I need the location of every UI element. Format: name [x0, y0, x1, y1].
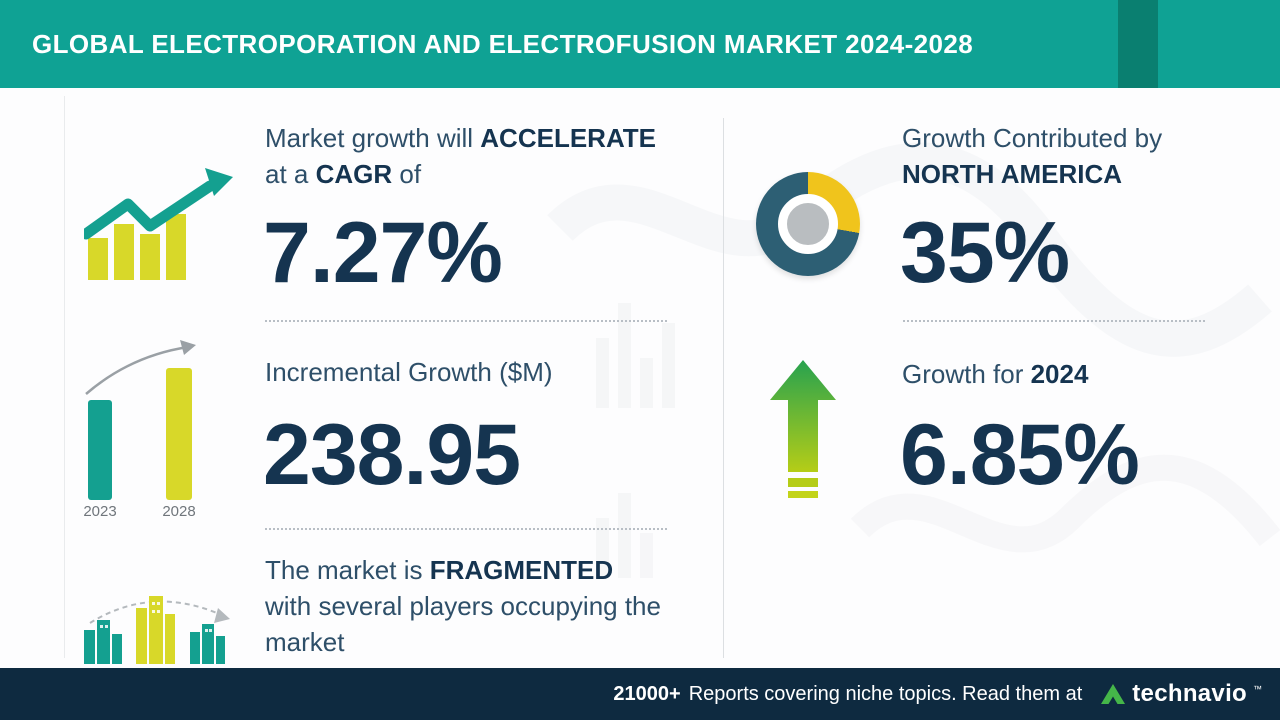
dotted-divider-right-1 — [903, 320, 1205, 322]
footer-bar: 21000+ Reports covering niche topics. Re… — [0, 668, 1280, 720]
bar-end-year-label: 2028 — [162, 503, 195, 518]
incremental-bar-chart-icon: 2023 2028 — [83, 340, 196, 518]
contribution-text-block: Growth Contributed by NORTH AMERICA — [902, 120, 1162, 192]
contribution-region: NORTH AMERICA — [902, 159, 1123, 189]
dotted-divider-left-1 — [265, 320, 667, 322]
header-bar: GLOBAL ELECTROPORATION AND ELECTROFUSION… — [0, 0, 1280, 88]
fragmented-buildings-icon — [84, 596, 230, 664]
up-arrow-icon — [770, 360, 836, 498]
growth-line-chart-icon — [84, 168, 233, 280]
fragmentation-rest: with several players occupying the marke… — [265, 591, 661, 657]
cagr-value: 7.27% — [263, 205, 503, 301]
technavio-logo-text: technavio — [1132, 680, 1247, 707]
incremental-growth-label: Incremental Growth ($M) — [265, 357, 553, 387]
cagr-line2-pre: at a — [265, 159, 316, 189]
fragmentation-accent: FRAGMENTED — [429, 555, 614, 585]
dotted-divider-left-2 — [265, 528, 667, 530]
cagr-line1: Market growth will ACCELERATE — [265, 120, 656, 156]
center-divider — [723, 118, 724, 658]
donut-chart-icon — [756, 172, 860, 276]
left-guide-line — [64, 96, 65, 658]
cagr-line2-accent: CAGR — [315, 159, 393, 189]
technavio-logo-icon — [1101, 684, 1126, 704]
cagr-line2-post: of — [392, 159, 422, 189]
fragmentation-line1: The market is FRAGMENTED — [265, 552, 685, 588]
trademark-symbol: ™ — [1253, 684, 1262, 694]
header-accent-block — [1118, 0, 1158, 88]
cagr-line1-accent: ACCELERATE — [480, 123, 657, 153]
reports-count: 21000+ — [613, 682, 681, 705]
page-title: GLOBAL ELECTROPORATION AND ELECTROFUSION… — [32, 29, 974, 59]
cagr-text-block: Market growth will ACCELERATE at a CAGR … — [265, 120, 656, 192]
contribution-line1: Growth Contributed by — [902, 123, 1163, 153]
yearly-growth-year: 2024 — [1030, 359, 1089, 389]
bar-start-year-label: 2023 — [83, 503, 116, 518]
cagr-line1-pre: Market growth will — [265, 123, 481, 153]
body-area: Market growth will ACCELERATE at a CAGR … — [0, 88, 1280, 668]
fragmentation-pre: The market is — [265, 555, 430, 585]
footer-note: Reports covering niche topics. Read them… — [688, 682, 1083, 705]
yearly-growth-pre: Growth for — [902, 359, 1031, 389]
technavio-logo: technavio ™ — [1100, 680, 1262, 708]
yearly-growth-label: Growth for 2024 — [902, 356, 1088, 392]
cagr-line2: at a CAGR of — [265, 156, 656, 192]
fragmentation-text-block: The market is FRAGMENTED with several pl… — [265, 552, 685, 660]
contribution-value: 35% — [900, 205, 1070, 301]
incremental-growth-value: 238.95 — [263, 407, 521, 503]
yearly-growth-value: 6.85% — [900, 407, 1140, 503]
